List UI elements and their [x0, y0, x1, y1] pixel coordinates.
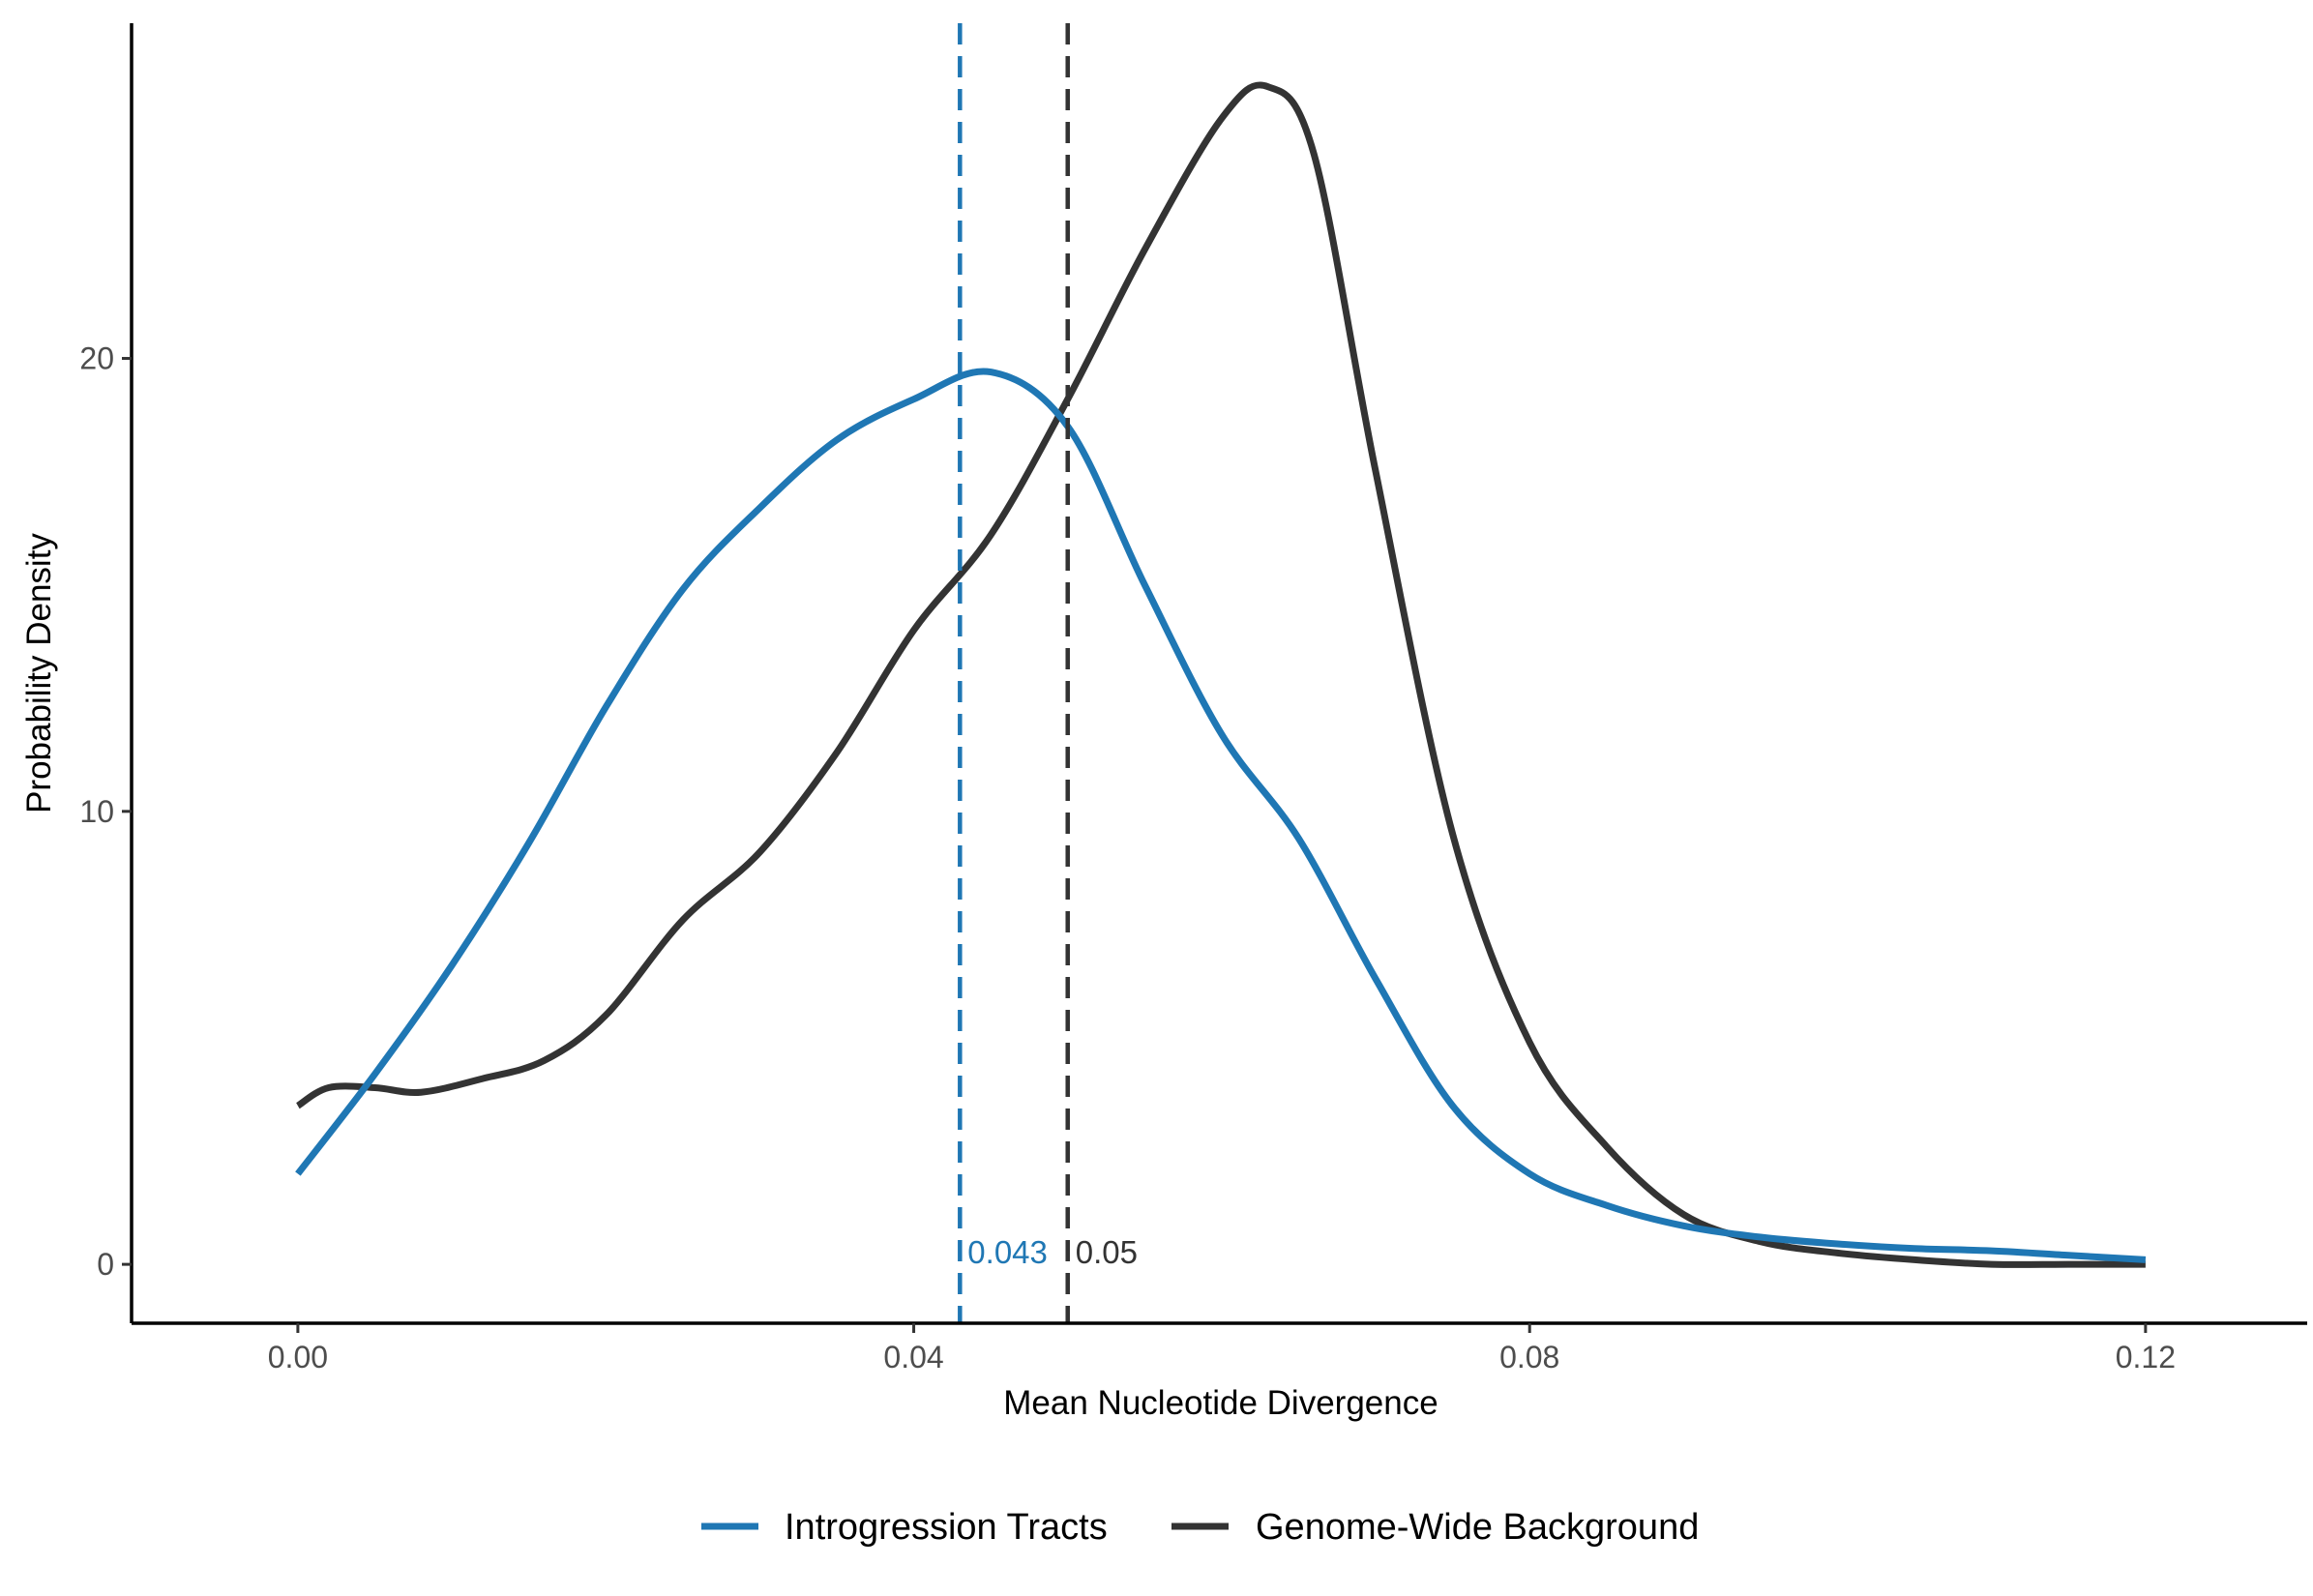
series-line-introgression-tracts — [295, 368, 2147, 1263]
legend-label-background: Genome-Wide Background — [1256, 1507, 1699, 1548]
y-tick-label: 10 — [79, 794, 114, 829]
mean-label-1: 0.05 — [1076, 1234, 1138, 1270]
legend-label-introgression: Introgression Tracts — [785, 1507, 1108, 1548]
x-tick-label: 0.08 — [1499, 1340, 1559, 1374]
legend: Introgression Tracts Genome-Wide Backgro… — [701, 1507, 1699, 1548]
axes-layer — [130, 23, 2307, 1325]
y-tick-label: 20 — [79, 341, 114, 376]
x-tick-label: 0.12 — [2116, 1340, 2176, 1374]
series-layer — [295, 81, 2147, 1268]
ticks-layer: 0.00 0.04 0.08 0.12 0 10 20 — [79, 341, 2176, 1374]
y-axis-title: Probability Density — [20, 533, 58, 813]
x-axis-title: Mean Nucleotide Divergence — [1003, 1384, 1438, 1422]
mean-label-0: 0.043 — [967, 1234, 1048, 1270]
x-tick-label: 0.00 — [268, 1340, 328, 1374]
series-line-genome-wide-background — [295, 81, 2146, 1268]
reference-lines-layer: 0.043 0.05 — [958, 23, 1138, 1323]
y-tick-label: 0 — [97, 1247, 114, 1282]
x-tick-label: 0.04 — [883, 1340, 943, 1374]
